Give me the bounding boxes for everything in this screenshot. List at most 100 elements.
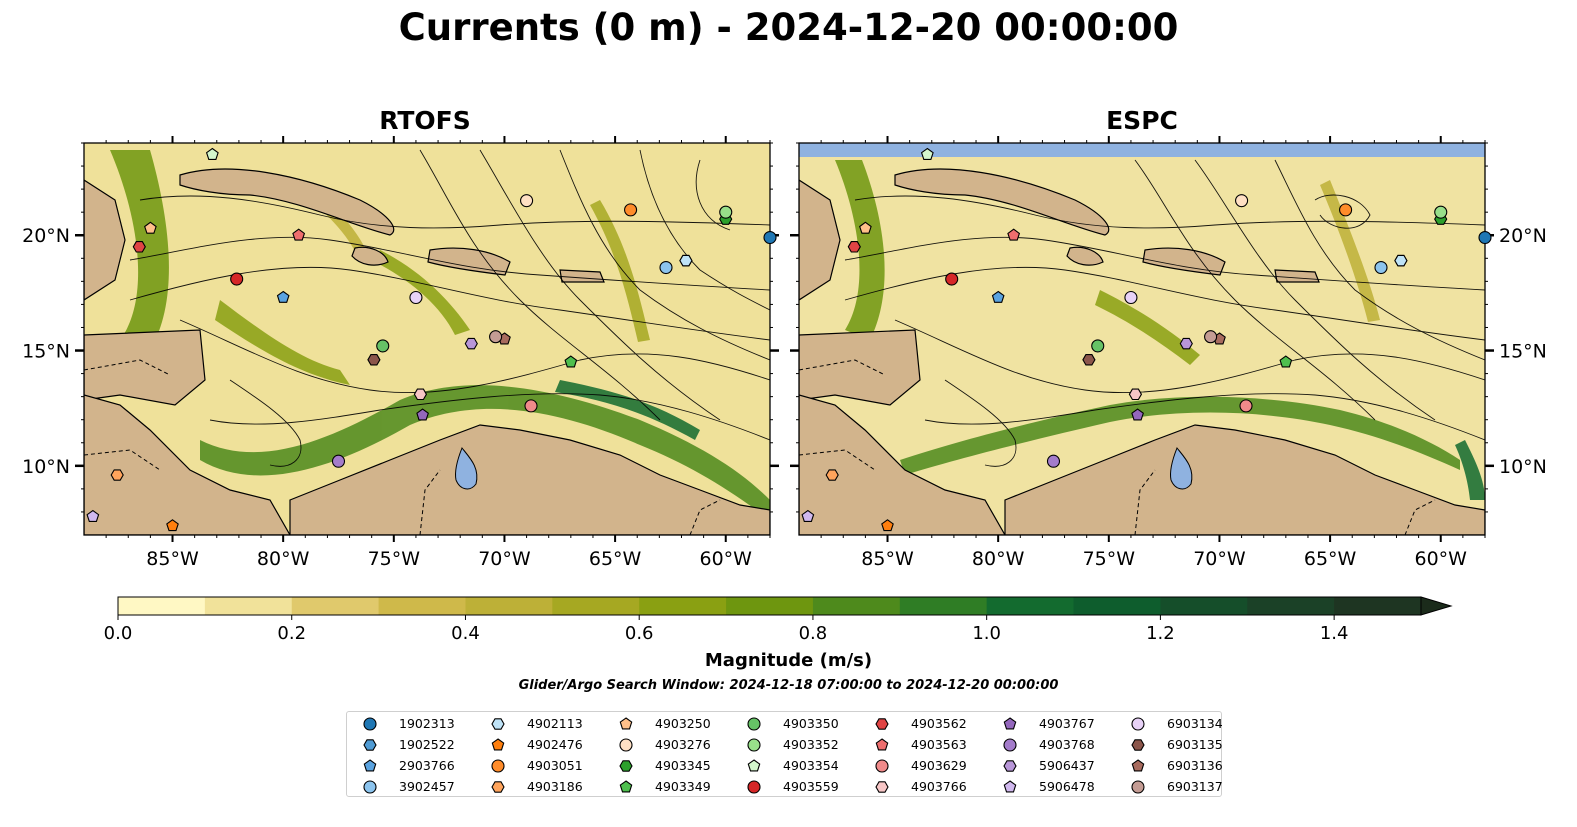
legend-label: 4903559: [783, 779, 839, 794]
no-data-band: [799, 143, 1485, 157]
panel-title-espc: ESPC: [1106, 106, 1178, 135]
platform-markers-rtofs: [86, 147, 777, 532]
colorbar-segment: [552, 597, 640, 615]
platform-marker-4903768: [331, 454, 346, 468]
platform-marker-4903559: [945, 272, 959, 286]
lake-maracaibo: [1170, 447, 1193, 490]
platform-marker-4903767: [416, 408, 429, 421]
colorbar-segment: [378, 597, 466, 615]
colorbar-tick-label: 1.2: [1146, 623, 1175, 644]
legend-marker-1902522: [363, 739, 377, 751]
platform-marker-4903349: [564, 355, 578, 368]
lat-tick-label: 10°N: [1499, 456, 1547, 478]
streamlines: [844, 159, 1485, 467]
legend-label: 4903352: [783, 737, 839, 752]
platform-marker-4902476: [881, 519, 894, 532]
legend-label: 4903768: [1039, 737, 1095, 752]
platform-markers-espc: [801, 147, 1492, 532]
legend-label: 4903354: [783, 758, 839, 773]
legend-marker-4903186: [491, 781, 505, 793]
lon-tick-label: 80°W: [972, 548, 1025, 570]
lon-tick-label: 60°W: [1415, 548, 1468, 570]
platform-marker-4903250: [144, 221, 157, 234]
colorbar-segment: [899, 597, 988, 615]
platform-marker-4903186: [825, 469, 839, 481]
platform-marker-6903135: [367, 354, 381, 366]
colorbar-segment: [204, 597, 293, 615]
platform-marker-4903051: [624, 203, 638, 217]
lon-tick-label: 85°W: [861, 548, 914, 570]
legend-label: 4903350: [783, 716, 839, 731]
platform-marker-5906478: [801, 509, 815, 522]
lon-tick-label: 65°W: [589, 548, 642, 570]
land-areas: [799, 168, 1485, 535]
lat-tick-label: 15°N: [1499, 341, 1547, 363]
platform-marker-5906437: [1179, 337, 1193, 350]
platform-marker-4903354: [920, 147, 934, 160]
legend-label: 5906478: [1039, 779, 1095, 794]
colorbar-segment: [639, 597, 727, 615]
lon-tick-label: 65°W: [1304, 548, 1357, 570]
platform-marker-4903349: [1279, 355, 1293, 368]
legend-label: 5906437: [1039, 758, 1095, 773]
lake-maracaibo: [455, 447, 478, 490]
country-borders: [84, 359, 721, 535]
legend-marker-4903562: [875, 718, 889, 730]
platform-marker-4903186: [110, 469, 124, 481]
colorbar-tick-label: 0.2: [277, 623, 306, 644]
legend-label: 6903134: [1167, 716, 1223, 731]
legend-label: 4903349: [655, 779, 711, 794]
platform-marker-4903276: [1235, 194, 1249, 208]
legend-marker-1902313: [363, 717, 377, 731]
lon-tick-label: 70°W: [1193, 548, 1246, 570]
streamlines: [129, 149, 770, 467]
map-panel-espc: 85°W 80°W 75°W 70°W 65°W 60°W 20°N 15°N 10°N: [790, 136, 1547, 570]
axis-ticks-rtofs: 85°W 80°W 75°W 70°W 65°W 60°W 20°N 15°N 10°N: [22, 136, 779, 570]
colorbar-segment: [1247, 597, 1335, 615]
legend-label: 4902113: [527, 716, 583, 731]
legend-marker-5906437: [1003, 760, 1017, 772]
lon-tick-label: 80°W: [257, 548, 310, 570]
legend-label: 4903250: [655, 716, 711, 731]
platform-marker-4903051: [1339, 203, 1353, 217]
colorbar-frame: [117, 596, 1422, 616]
platform-marker-4903629: [524, 399, 538, 413]
legend-marker-4903349: [619, 780, 633, 793]
legend-label: 4903051: [527, 758, 583, 773]
country-borders: [799, 359, 1436, 535]
legend-label: 6903137: [1167, 779, 1223, 794]
legend-marker-5906478: [1003, 780, 1017, 793]
platform-marker-4903562: [132, 241, 146, 253]
platform-marker-4903562: [847, 241, 861, 253]
colorbar-label: Magnitude (m/s): [704, 650, 873, 671]
legend-label: 6903136: [1167, 758, 1223, 773]
platform-marker-1902313: [1478, 230, 1492, 245]
platform-marker-4903768: [1046, 454, 1061, 468]
legend-marker-6903134: [1131, 717, 1145, 731]
platform-marker-2903766: [991, 290, 1005, 303]
legend-label: 3902457: [399, 779, 455, 794]
legend-label: 2903766: [399, 758, 455, 773]
lon-tick-label: 60°W: [700, 548, 753, 570]
map-panel-rtofs: 85°W 80°W 75°W 70°W 65°W 60°W 20°N 15°N 10°N: [22, 136, 779, 570]
lat-tick-label: 15°N: [22, 341, 70, 363]
legend-marker-4903767: [1003, 717, 1017, 730]
platform-marker-6903134: [1124, 290, 1138, 305]
legend-label: 4903186: [527, 779, 583, 794]
platform-marker-6903135: [1082, 354, 1096, 366]
platform-marker-6903137: [489, 330, 503, 344]
platform-marker-4903766: [413, 388, 428, 401]
lon-tick-label: 75°W: [1083, 548, 1136, 570]
legend-label: 6903135: [1167, 737, 1223, 752]
legend-label: 4903629: [911, 758, 967, 773]
platform-marker-4903250: [859, 221, 872, 234]
legend-marker-4903345: [619, 760, 633, 772]
lat-tick-label: 10°N: [22, 456, 70, 478]
platform-marker-1902313: [763, 230, 777, 245]
legend-marker-4902113: [491, 718, 505, 730]
land-areas: [84, 168, 770, 535]
colorbar-extend-arrow: [1420, 596, 1453, 616]
colorbar: 0.0 0.2 0.4 0.6 0.8 1.0 1.2 1.4: [104, 596, 1453, 644]
platform-marker-3902457: [1374, 260, 1388, 275]
lat-tick-label: 20°N: [22, 225, 70, 247]
